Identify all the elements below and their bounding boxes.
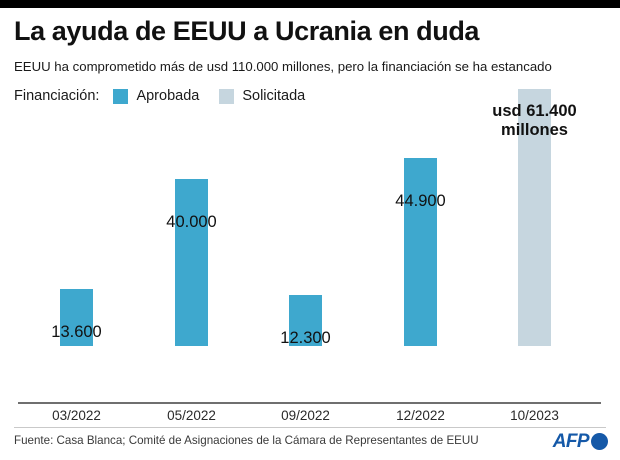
bar-05-2022[interactable]	[175, 179, 208, 346]
bar-09-2022[interactable]	[289, 295, 322, 346]
x-tick-label: 03/2022	[52, 408, 101, 423]
footer-divider	[14, 427, 606, 428]
bar-value-label: usd 61.400 millones	[492, 102, 577, 139]
bar-12-2022[interactable]	[404, 158, 437, 346]
bar-value-label: 44.900	[395, 192, 446, 210]
legend-label-aprobada: Aprobada	[136, 88, 200, 104]
afp-wordmark: AFP	[552, 430, 590, 452]
legend-swatch-aprobada	[113, 88, 129, 104]
chart-legend: Financiación: Aprobada Solicitada	[14, 86, 325, 106]
x-tick-label: 09/2022	[281, 408, 330, 423]
x-tick-label: 05/2022	[167, 408, 216, 423]
legend-label-solicitada: Solicitada	[242, 88, 306, 104]
legend-title: Financiación:	[14, 88, 100, 104]
bar-03-2022[interactable]	[60, 289, 93, 346]
afp-dot-icon	[591, 432, 608, 450]
bar-10-2023[interactable]	[518, 89, 551, 346]
legend-item-solicitada[interactable]: Solicitada	[219, 88, 305, 104]
x-tick-label: 12/2022	[396, 408, 445, 423]
page-title: La ayuda de EEUU a Ucrania en duda	[14, 16, 480, 46]
top-rule	[0, 0, 620, 8]
x-tick-label: 10/2023	[510, 408, 559, 423]
bar-value-label: 40.000	[166, 213, 217, 231]
legend-item-aprobada[interactable]: Aprobada	[113, 88, 199, 104]
x-axis-line	[18, 402, 601, 404]
legend-swatch-solicitada	[219, 88, 235, 104]
source-note: Fuente: Casa Blanca; Comité de Asignacio…	[14, 434, 479, 447]
afp-logo: AFP	[553, 431, 608, 451]
page-subtitle: EEUU ha comprometido más de usd 110.000 …	[14, 59, 552, 74]
bar-value-label: 12.300	[280, 329, 331, 347]
bar-value-label: 13.600	[51, 323, 102, 341]
